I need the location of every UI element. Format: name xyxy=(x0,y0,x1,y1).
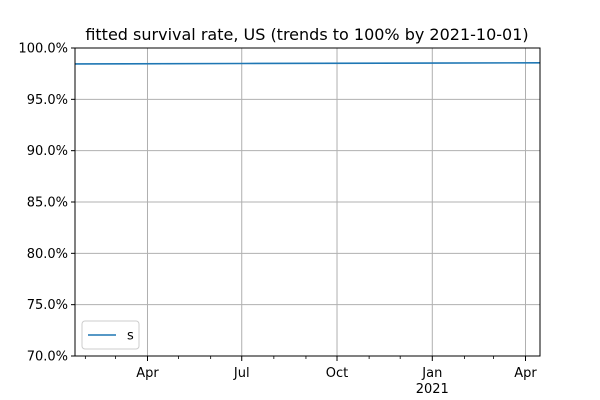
y-tick-label: 90.0% xyxy=(27,144,68,159)
y-tick-label: 75.0% xyxy=(27,298,68,313)
y-tick-label: 80.0% xyxy=(27,247,68,262)
y-tick-label: 100.0% xyxy=(18,42,68,57)
series-line-s xyxy=(74,61,541,65)
x-tick-label: Jul xyxy=(233,366,250,381)
grid-lines xyxy=(75,47,540,357)
x-tick-label: Jan xyxy=(421,366,442,381)
x-tick-label: Apr xyxy=(136,366,159,381)
series-layer xyxy=(74,61,541,65)
x-tick-label: Apr xyxy=(514,366,537,381)
x-tick-year-label: 2021 xyxy=(416,382,449,397)
y-tick-label: 95.0% xyxy=(27,93,68,108)
x-tick-label: Oct xyxy=(326,366,348,381)
legend: s xyxy=(81,320,140,350)
chart-title: fitted survival rate, US (trends to 100%… xyxy=(85,25,528,44)
legend-label-s: s xyxy=(127,329,134,344)
y-axis: 70.0% 75.0% 80.0% 85.0% 90.0% 95.0% 100.0% xyxy=(18,42,75,365)
y-tick-label: 85.0% xyxy=(27,196,68,211)
y-tick-label: 70.0% xyxy=(27,350,68,365)
